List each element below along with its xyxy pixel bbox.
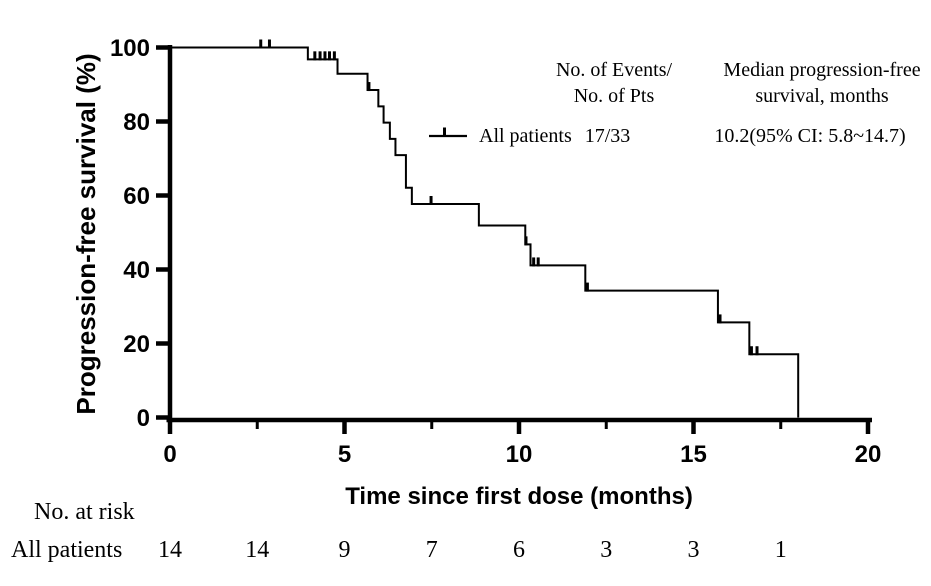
events-header-line1: No. of Events/: [555, 59, 673, 81]
y-axis-title: Progression-free survival (%): [71, 53, 101, 414]
events-header-line2: No. of Pts: [573, 85, 655, 107]
legend-events-value: 17/33: [584, 125, 631, 147]
risk-count: 3: [687, 537, 700, 563]
risk-table-title: No. at risk: [34, 499, 135, 525]
risk-count: 1: [774, 537, 787, 563]
risk-row-label: All patients: [11, 537, 123, 563]
axis-tick-labels: 0 20 40 60 80 100 0 5 10 15 20: [110, 35, 881, 468]
censor-marks: [259, 39, 759, 356]
legend-median-value: 10.2(95% CI: 5.8~14.7): [714, 125, 906, 147]
y-tick-label: 80: [123, 109, 150, 136]
risk-count: 9: [338, 537, 351, 563]
risk-count: 6: [513, 537, 525, 563]
median-column-header: Median progression-free survival, months: [712, 57, 931, 109]
x-tick-label: 10: [506, 441, 533, 468]
y-tick-label: 20: [123, 331, 150, 358]
risk-count: 3: [600, 537, 613, 563]
survival-curve: [170, 46, 800, 418]
risk-count: 7: [425, 537, 438, 563]
risk-count: 14: [158, 537, 182, 563]
risk-count: 14: [245, 537, 270, 563]
y-tick-label: 60: [123, 183, 150, 210]
x-tick-label: 20: [855, 441, 882, 468]
legend-series-label: All patients: [479, 125, 572, 147]
y-tick-label: 40: [123, 257, 150, 284]
y-tick-label: 0: [137, 405, 150, 432]
median-header-line1: Median progression-free: [723, 59, 921, 81]
x-tick-label: 5: [338, 441, 351, 468]
events-column-header: No. of Events/ No. of Pts: [534, 57, 694, 109]
x-tick-label: 15: [680, 441, 707, 468]
x-tick-label: 0: [163, 441, 176, 468]
y-tick-label: 100: [110, 35, 150, 62]
axis-ticks: [156, 45, 871, 434]
legend-marker-icon: [429, 127, 467, 138]
km-step-line: [170, 46, 800, 418]
axes: [166, 45, 872, 423]
x-axis-title: Time since first dose (months): [345, 483, 693, 510]
median-header-line2: survival, months: [755, 85, 889, 107]
